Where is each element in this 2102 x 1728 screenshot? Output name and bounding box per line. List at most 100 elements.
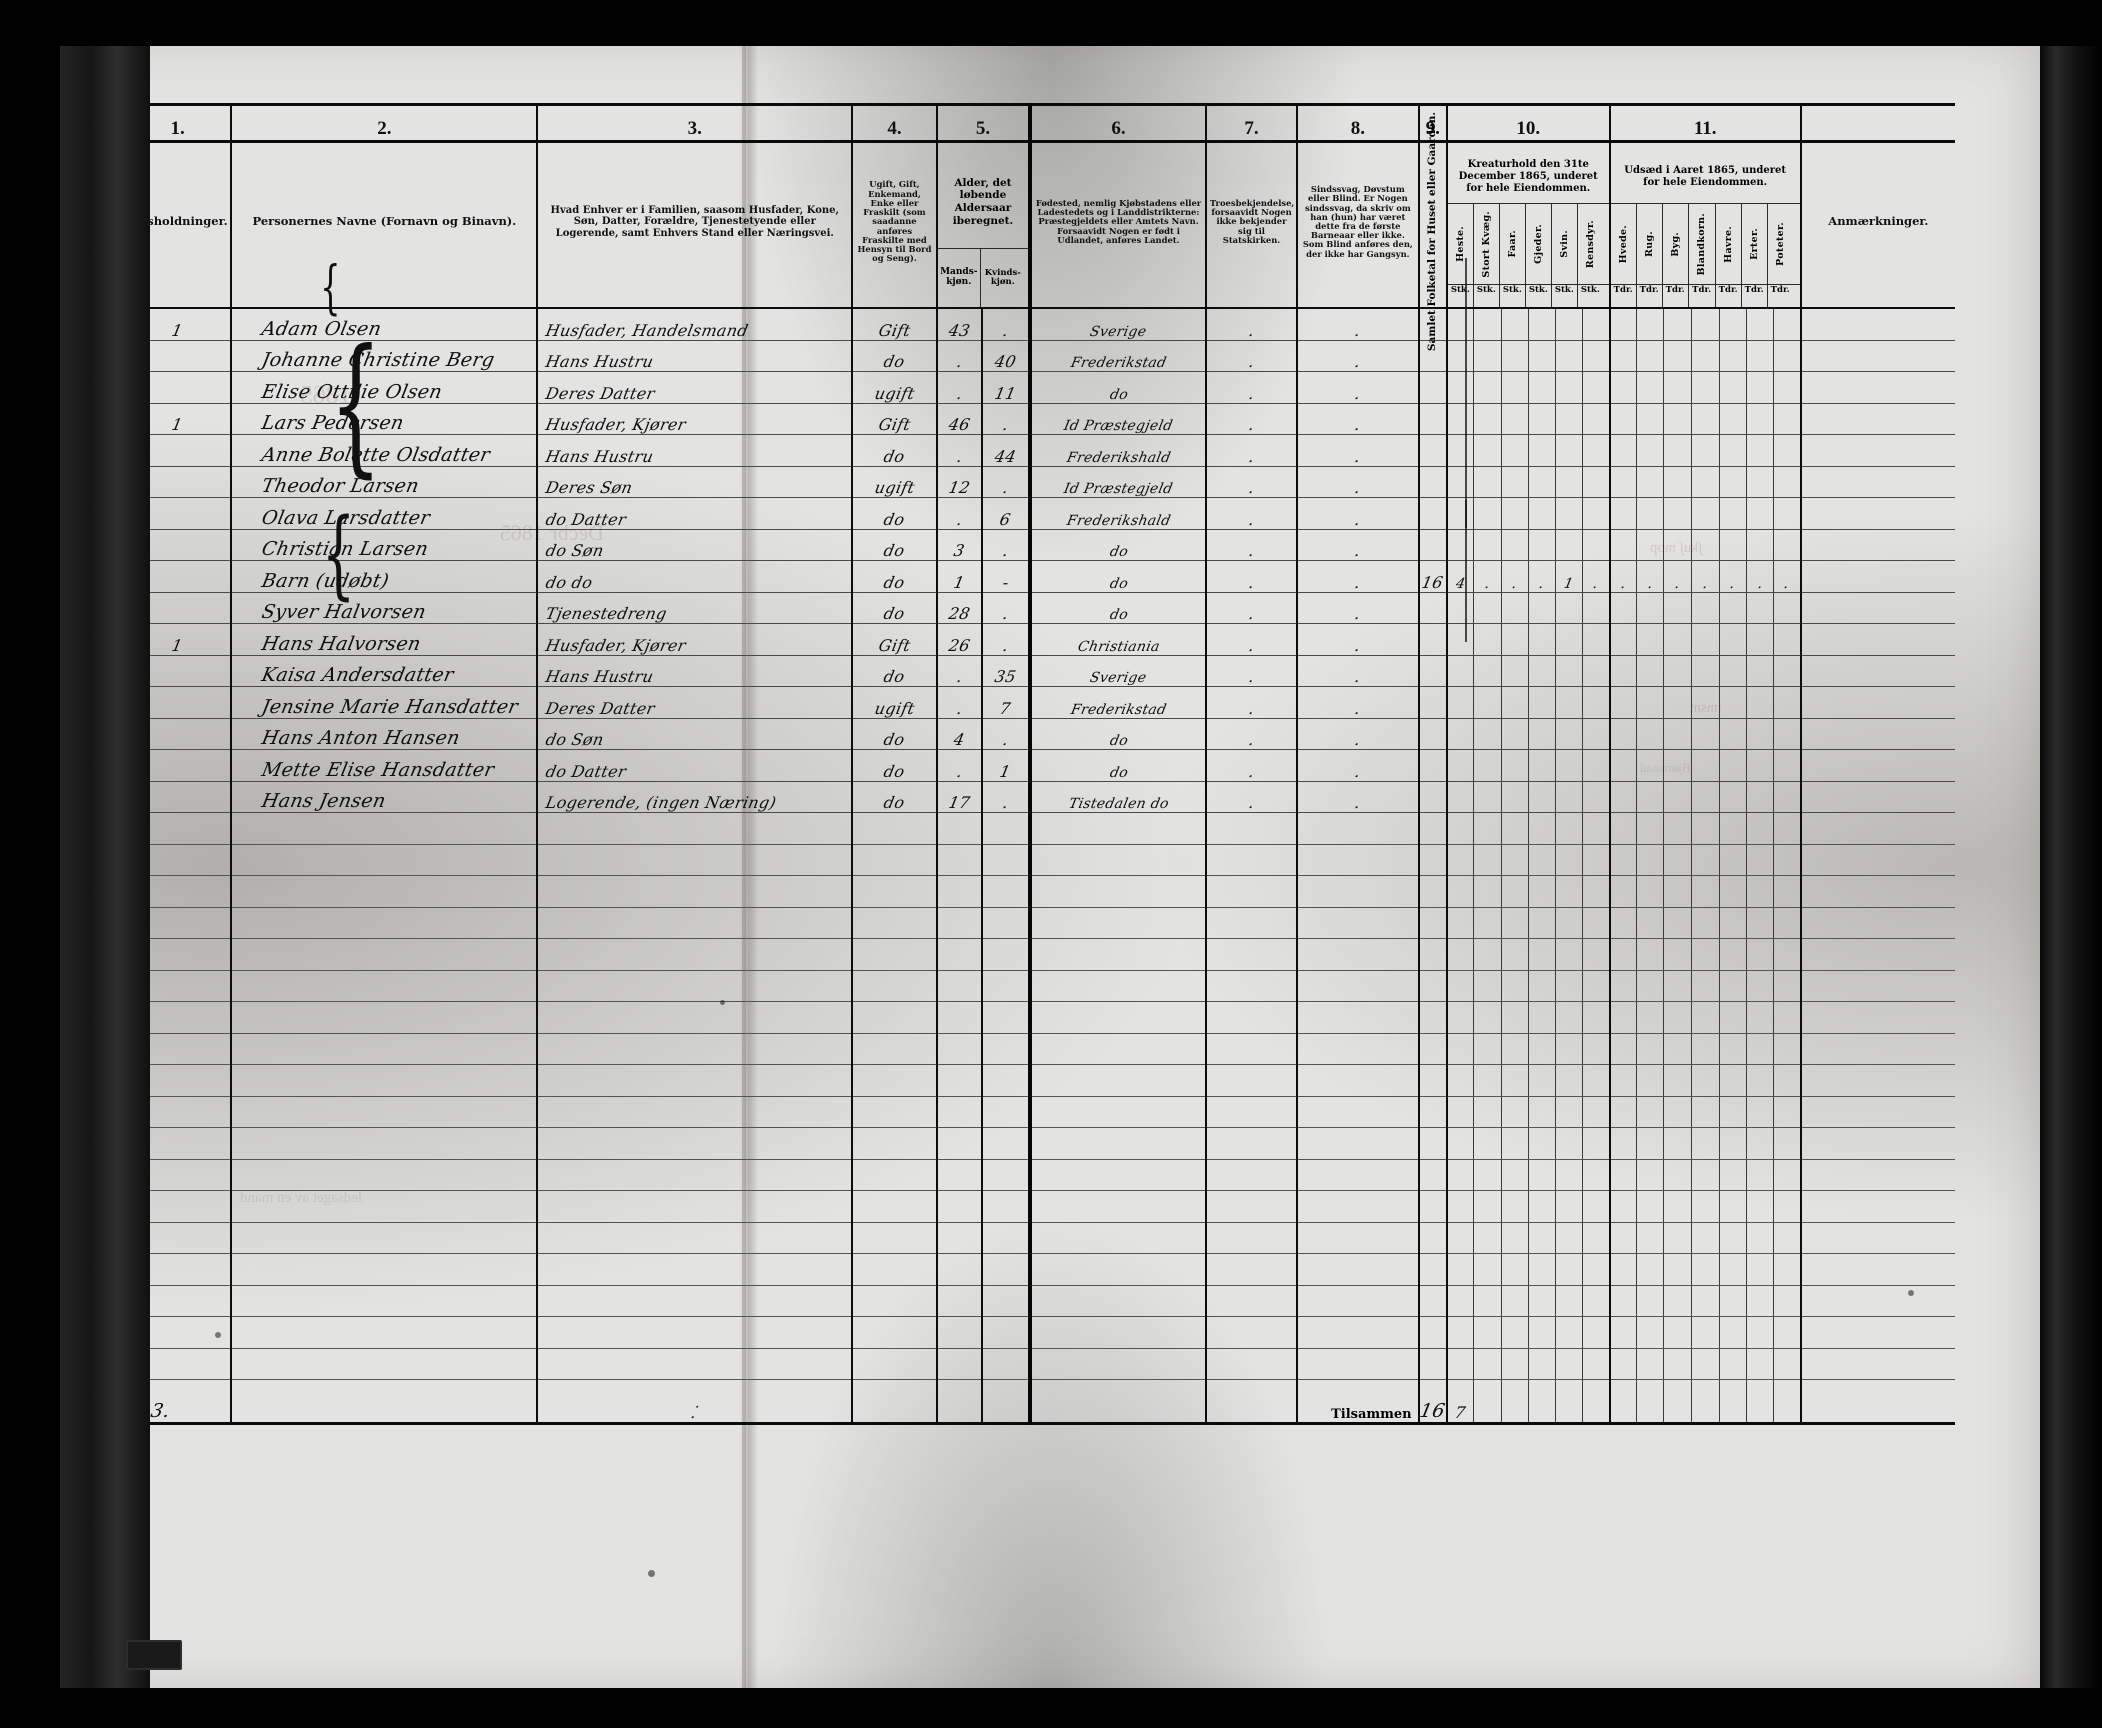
table-row: Hans Jensen Logerende, (ingen Næring) do 17… xyxy=(125,781,1955,813)
cell-marital: do xyxy=(851,592,937,624)
cell-house-total xyxy=(1417,307,1447,341)
cell-blank xyxy=(230,1316,538,1349)
sub-gjeder: Gjeder. xyxy=(1532,224,1544,264)
cell-name: Adam Olsen xyxy=(230,307,538,341)
cell-remarks xyxy=(1799,749,1955,782)
cell-blank xyxy=(1636,1285,1664,1317)
cell-role: Hans Hustru xyxy=(536,434,853,467)
cell-seed-5 xyxy=(1745,686,1774,719)
cell-seed-5: . xyxy=(1745,560,1774,593)
cell-house-total xyxy=(1417,434,1447,467)
cell-blank xyxy=(981,938,1031,971)
cell-blank xyxy=(1500,1159,1529,1191)
cell-seed-3 xyxy=(1690,307,1720,341)
cell-blank xyxy=(1028,1222,1206,1254)
cell-blank xyxy=(1581,938,1610,971)
cell-blank xyxy=(1296,1316,1419,1349)
cell-blank xyxy=(1554,1253,1583,1286)
cell-blank xyxy=(1799,1285,1955,1317)
cell-blank xyxy=(1663,1096,1692,1128)
cell-role: Hans Hustru xyxy=(536,655,853,687)
cell-livestock-2 xyxy=(1500,434,1529,467)
cell-name: Syver Halvorsen xyxy=(230,592,538,624)
cell-disability: . xyxy=(1296,529,1419,561)
cell-name: Barn (udøbt) xyxy=(230,560,538,593)
table-row: Christian Larsen do Søn do 3. do.. xyxy=(125,529,1955,561)
cell-name: Elise Ottilie Olsen xyxy=(230,371,538,404)
table-row-blank xyxy=(125,1096,1955,1128)
cell-blank xyxy=(1417,875,1447,908)
cell-role: do Søn xyxy=(536,718,853,750)
cell-blank xyxy=(1636,970,1664,1002)
cell-faith: . xyxy=(1204,655,1298,687)
cell-livestock-0 xyxy=(1445,749,1474,782)
cell-blank xyxy=(1204,970,1298,1002)
cell-livestock-1: . xyxy=(1473,560,1502,593)
cell-blank xyxy=(1636,1096,1664,1128)
cell-blank xyxy=(1296,812,1419,845)
col-header-names: Personernes Navne (Fornavn og Binavn). xyxy=(230,141,538,308)
cell-blank xyxy=(1554,1190,1583,1223)
table-row: 1 Adam Olsen Husfader, Handelsmand Gift 43. S… xyxy=(125,307,1955,341)
footer-blank-names xyxy=(230,1379,538,1425)
cell-birthplace: Id Præstegjeld xyxy=(1028,403,1206,435)
cell-marital: Gift xyxy=(851,307,937,341)
cell-seed-2 xyxy=(1663,371,1692,404)
cell-blank xyxy=(851,812,937,845)
cell-blank xyxy=(1636,1064,1664,1097)
cell-blank xyxy=(1690,1253,1720,1286)
cell-marital: do xyxy=(851,340,937,372)
cell-faith: . xyxy=(1204,340,1298,372)
cell-blank xyxy=(1296,844,1419,876)
cell-role: do Datter xyxy=(536,497,853,530)
cell-blank xyxy=(1636,1001,1664,1034)
cell-blank xyxy=(230,1285,538,1317)
col-num-6: 6. xyxy=(1028,103,1206,143)
cell-blank xyxy=(1799,875,1955,908)
cell-age-female: - xyxy=(981,560,1031,593)
cell-livestock-5 xyxy=(1581,307,1610,341)
cell-blank xyxy=(1554,1316,1583,1349)
cell-blank xyxy=(1663,1348,1692,1380)
cell-name: Johanne Christine Berg xyxy=(230,340,538,372)
cell-blank xyxy=(935,875,983,908)
cell-blank xyxy=(1799,1033,1955,1065)
cell-blank xyxy=(1608,1348,1637,1380)
cell-blank xyxy=(1445,844,1474,876)
cell-blank xyxy=(1745,907,1774,939)
cell-seed-2 xyxy=(1663,718,1692,750)
col-header-remarks: Anmærkninger. xyxy=(1799,141,1955,308)
cell-blank xyxy=(1745,938,1774,971)
col-header-seed: Udsæd i Aaret 1865, underet for hele Eie… xyxy=(1624,165,1787,188)
cell-remarks xyxy=(1799,340,1955,372)
cell-role: Husfader, Handelsmand xyxy=(536,307,853,341)
cell-blank xyxy=(1527,1033,1556,1065)
cell-seed-0 xyxy=(1608,686,1637,719)
unit-gjeder: Stk. xyxy=(1524,285,1551,307)
cell-disability: . xyxy=(1296,749,1419,782)
cell-blank xyxy=(1554,938,1583,971)
cell-blank xyxy=(1417,1033,1447,1065)
cell-blank xyxy=(1527,1127,1556,1160)
cell-seed-2 xyxy=(1663,781,1692,813)
cell-blank xyxy=(851,938,937,971)
table-row-blank xyxy=(125,1064,1955,1097)
unit-byg: Tdr. xyxy=(1661,285,1688,307)
cell-blank xyxy=(1745,1127,1774,1160)
unit-svin: Stk. xyxy=(1550,285,1577,307)
cell-blank xyxy=(1772,812,1801,845)
cell-blank xyxy=(1028,844,1206,876)
cell-age-male: 43 xyxy=(935,307,983,341)
cell-blank xyxy=(1636,1253,1664,1286)
cell-seed-5 xyxy=(1745,718,1774,750)
cell-seed-6 xyxy=(1772,497,1801,530)
cell-livestock-0 xyxy=(1445,466,1474,498)
cell-blank xyxy=(536,938,853,971)
cell-blank xyxy=(935,1064,983,1097)
cell-seed-1 xyxy=(1636,340,1664,372)
cell-seed-2 xyxy=(1663,529,1692,561)
cell-blank xyxy=(1473,1064,1502,1097)
cell-livestock-3 xyxy=(1527,655,1556,687)
cell-blank xyxy=(981,1253,1031,1286)
cell-blank xyxy=(1636,1190,1664,1223)
